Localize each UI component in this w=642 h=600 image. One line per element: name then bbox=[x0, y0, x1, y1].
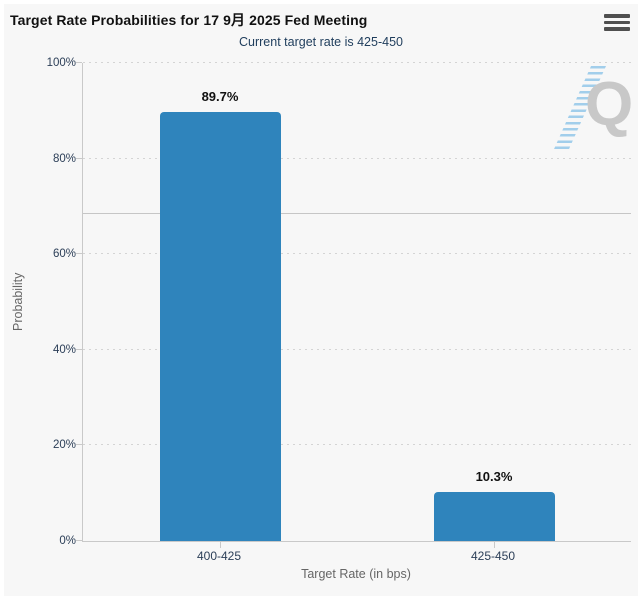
y-tick-label: 80% bbox=[52, 152, 76, 165]
y-axis-tickmark bbox=[76, 253, 82, 255]
y-tick-label: 100% bbox=[46, 57, 76, 69]
x-axis-tick-labels: 400-425 425-450 bbox=[82, 549, 630, 563]
y-gridline bbox=[83, 253, 631, 255]
y-axis-tick-labels: 0% 20% 40% 60% 80% 100% bbox=[30, 57, 76, 547]
x-axis-tickmark bbox=[494, 542, 495, 548]
y-axis-tickmark bbox=[76, 157, 82, 159]
watermark-logo: Q bbox=[543, 63, 642, 223]
probability-bar-425-450[interactable] bbox=[433, 491, 555, 541]
y-tick-label: 0% bbox=[59, 535, 76, 547]
plot-area: Q 89.7% 10.3% bbox=[76, 62, 633, 548]
comet-stripes-icon bbox=[552, 66, 606, 152]
probability-bar-400-425[interactable] bbox=[159, 112, 281, 541]
chart-title: Target Rate Probabilities for 17 9月 2025… bbox=[10, 12, 368, 28]
x-axis-tickmark bbox=[220, 542, 221, 548]
context-menu-button[interactable] bbox=[602, 12, 632, 34]
hamburger-menu-icon bbox=[604, 14, 630, 31]
x-tick-label: 400-425 bbox=[196, 549, 242, 563]
y-axis-title: Probability bbox=[11, 272, 25, 332]
y-gridline bbox=[83, 348, 631, 350]
y-tick-label: 20% bbox=[52, 439, 76, 452]
quikstrike-q-icon: Q bbox=[585, 70, 634, 139]
y-gridline bbox=[83, 444, 631, 446]
x-tick-label: 425-450 bbox=[470, 549, 516, 563]
reference-line bbox=[83, 213, 631, 215]
y-axis-tickmark bbox=[76, 540, 82, 541]
y-axis-tickmark bbox=[76, 444, 82, 446]
bar-value-label: 10.3% bbox=[475, 468, 513, 484]
y-tick-label: 60% bbox=[52, 248, 76, 261]
x-axis-title: Target Rate (in bps) bbox=[301, 567, 411, 581]
y-axis-tickmark bbox=[76, 62, 82, 63]
chart-subtitle: Current target rate is 425-450 bbox=[239, 35, 403, 49]
y-axis-tickmark bbox=[76, 348, 82, 350]
y-tick-label: 40% bbox=[52, 343, 76, 356]
y-gridline bbox=[83, 157, 631, 159]
y-gridline bbox=[83, 62, 631, 63]
bar-value-label: 89.7% bbox=[201, 89, 239, 105]
